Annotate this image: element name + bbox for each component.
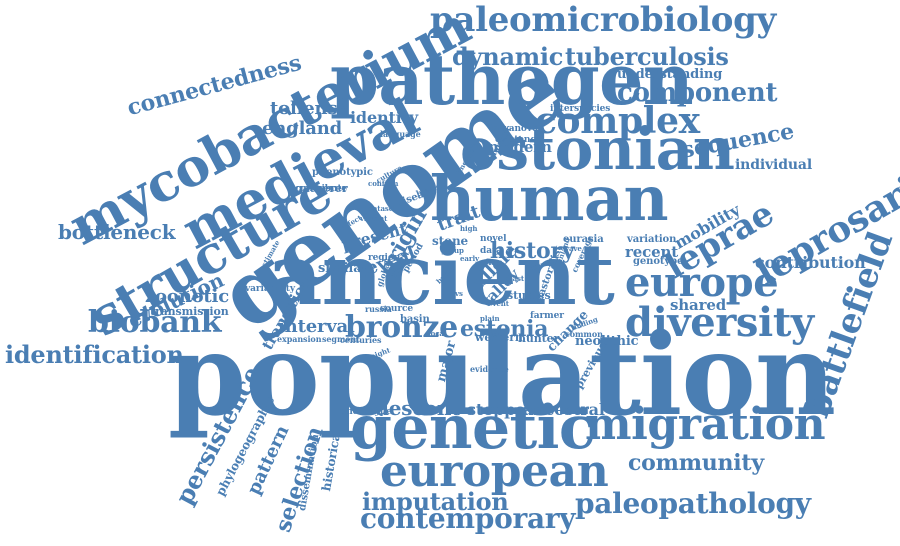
word-vs: vs [455, 289, 463, 298]
word-western: western [475, 331, 523, 344]
word-common: common [565, 329, 603, 339]
word-centuries: centuries [340, 335, 382, 345]
word-interval: interval [278, 316, 355, 337]
word-local: local [428, 329, 447, 338]
word-variation: variation [627, 234, 677, 245]
word-source: source [380, 304, 414, 314]
word-last: last [510, 274, 525, 283]
word-bottleneck: bottleneck [58, 220, 176, 244]
word-population: population [168, 310, 836, 441]
word-ancestral: ancestral [523, 400, 605, 419]
word-paleopathology: paleopathology [575, 487, 811, 520]
word-basin: basin [400, 314, 430, 325]
word-neolithic: neolithic [575, 334, 639, 349]
word-transmission: transmission [150, 305, 229, 318]
word-language: language [380, 129, 421, 139]
word-estonia: estonia [460, 316, 549, 342]
word-history: history [490, 238, 575, 264]
word-pathogen: pathogen [330, 38, 694, 121]
word-existence: existence [495, 135, 542, 145]
word-wave: wave [563, 244, 582, 253]
word-estonian: estonian [460, 115, 735, 183]
word-high: high [460, 224, 478, 233]
word-expansion: expansion [277, 334, 322, 344]
word-variability: variability [245, 284, 295, 294]
word-region: region [368, 253, 401, 263]
word-phenotypic: phenotypic [312, 167, 373, 178]
word-studies: studies [507, 289, 551, 302]
word-hunter: hunter [518, 332, 560, 345]
word-paleomicrobiology: paleomicrobiology [430, 0, 776, 40]
word-evidence: evidence [470, 364, 509, 374]
word-year: year [464, 141, 481, 150]
word-bronze: bronze [345, 310, 458, 345]
word-confirm: confirm [368, 179, 399, 188]
word-european: european [380, 446, 609, 497]
word-dataset: dataset [368, 204, 397, 213]
word-component: component [617, 78, 778, 108]
word-plain: plain [480, 314, 500, 323]
word-novel: novel [480, 234, 507, 244]
word-data: data [480, 246, 502, 256]
word-contribution: contribution [755, 253, 866, 272]
word-migration: migration [585, 399, 826, 450]
word-diversity: diversity [625, 299, 814, 346]
word-zoonotic: zoonotic [145, 286, 229, 307]
word-early: early [460, 254, 480, 263]
word-russia: russia [365, 304, 392, 314]
word-complex: complex [535, 100, 700, 142]
word-fatyanovo: fatyanovo [490, 124, 538, 134]
word-tuberculosis: tuberculosis [565, 42, 729, 71]
word-descent: descent [375, 396, 461, 420]
word-farmer: farmer [530, 311, 564, 321]
word-finn: finn [485, 257, 503, 267]
word-biobank: biobank [88, 305, 222, 340]
word-steppe: steppe [467, 400, 526, 419]
word-identity: identity [350, 108, 418, 127]
word-understanding: understanding [617, 67, 723, 82]
word-variant: variant [360, 214, 388, 223]
word-phenotype: phenotype [340, 407, 392, 417]
word-event: event [488, 299, 509, 308]
word-imputation: imputation [362, 487, 509, 516]
word-ancient: ancient [268, 225, 615, 324]
word-modern: modern [488, 138, 552, 156]
word-individual: individual [735, 157, 813, 173]
word-interspecies: interspecies [550, 104, 611, 114]
word-segment: segment [322, 334, 360, 344]
word-similar: similar [318, 261, 369, 276]
word-shared: shared [670, 296, 727, 314]
word-identification: identification [5, 340, 184, 369]
word-group: group [441, 246, 464, 255]
word-genotype: genotype [633, 256, 684, 267]
word-eurasia: eurasia [563, 234, 604, 245]
word-recent: recent [625, 243, 679, 261]
word-england: england [262, 118, 343, 139]
word-contemporary: contemporary [360, 502, 576, 535]
word-europe: europe [625, 259, 779, 306]
word-contribute: contribute [295, 184, 348, 194]
word-community: community [628, 450, 764, 476]
word-genetic: genetic [350, 393, 595, 463]
word-tollense: tollense [270, 98, 349, 119]
word-gatherer: gatherer [295, 182, 348, 195]
word-stone: stone [432, 234, 469, 248]
word-human: human [430, 162, 669, 235]
word-dynamic: dynamic [452, 42, 564, 71]
